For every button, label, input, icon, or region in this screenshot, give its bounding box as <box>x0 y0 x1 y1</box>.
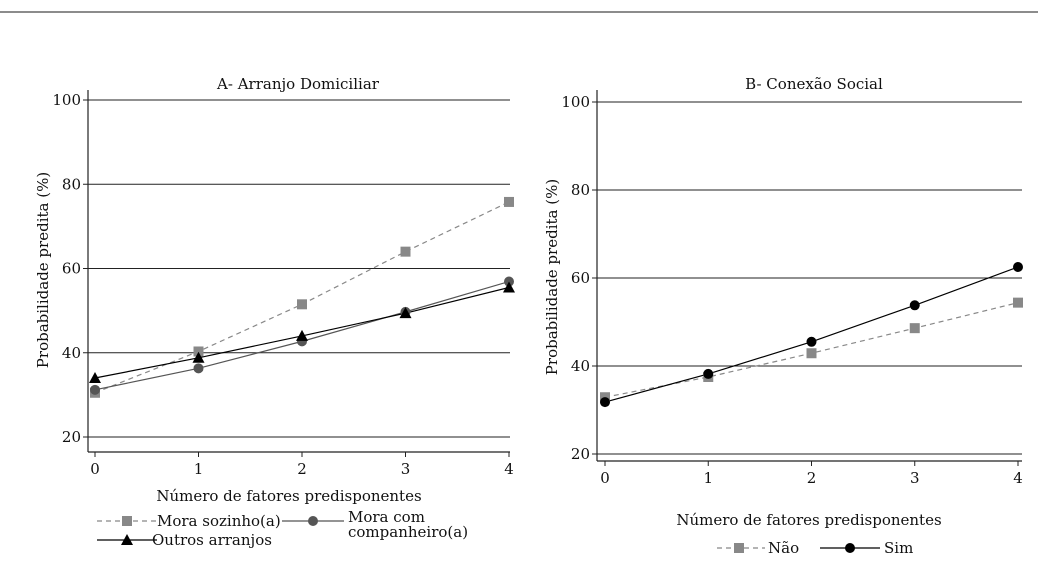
legend-swatch-triangle <box>121 534 133 545</box>
chart-title: A- Arranjo Domiciliar <box>216 75 380 93</box>
grid-lines <box>88 99 510 438</box>
data-point-s1-x4 <box>1013 262 1023 272</box>
data-point-s1-x3 <box>909 300 920 311</box>
legend-label: Mora sozinho(a) <box>157 512 281 530</box>
data-point-s1-x0 <box>90 384 100 395</box>
data-point-s1-x1 <box>193 363 204 374</box>
y-tick-label-20: 20 <box>62 428 81 446</box>
data-point-s0-x1 <box>193 346 204 357</box>
y-tick-label-60: 60 <box>571 269 590 287</box>
x-tick-label-3: 3 <box>910 469 920 487</box>
grid-lines <box>597 101 1022 455</box>
data-point-s2-x4 <box>503 281 515 293</box>
y-axis-label: Probabilidade predita (%) <box>34 172 52 368</box>
legend-label: Outros arranjos <box>152 531 272 549</box>
x-tick-label-4: 4 <box>1013 469 1023 487</box>
x-tick-label-2: 2 <box>807 469 817 487</box>
legend-swatch-circle <box>845 543 855 553</box>
legend-item-outros-arranjos: Outros arranjos <box>97 531 272 549</box>
x-tick-label-4: 4 <box>504 460 514 478</box>
y-tick-label-40: 40 <box>571 357 590 375</box>
x-tick-label-0: 0 <box>90 460 100 478</box>
legend-label: Mora com companheiro(a) <box>348 508 468 541</box>
data-point-s0-x2 <box>806 348 817 359</box>
legend-item-sim: Sim <box>820 539 913 557</box>
x-tick-labels: 0 1 2 3 4 <box>90 460 514 478</box>
y-axis-label-group: Probabilidade predita (%) <box>543 179 561 375</box>
axes <box>83 90 510 457</box>
legend-label: Sim <box>884 539 913 557</box>
data-point-s0-x2 <box>297 299 307 310</box>
y-axis-label-group: Probabilidade predita (%) <box>34 172 52 368</box>
legend-swatch-circle <box>308 516 318 526</box>
series-line-1 <box>604 266 1019 403</box>
x-tick-label-1: 1 <box>703 469 713 487</box>
x-tick-labels: 0 1 2 3 4 <box>600 469 1023 487</box>
x-tick-label-0: 0 <box>600 469 610 487</box>
x-axis-label: Número de fatores predisponentes <box>156 487 421 505</box>
panel-conexao-social: B- Conexão Social Probabilidade predita … <box>543 75 1023 557</box>
axes <box>592 90 1022 466</box>
data-point-s2-x2 <box>296 329 308 341</box>
series-line-0 <box>94 201 510 394</box>
legend: Não Sim <box>717 539 913 557</box>
legend-item-nao: Não <box>717 539 799 557</box>
data-point-s0-x3 <box>400 246 411 257</box>
y-tick-labels: 20 40 60 80 100 <box>52 91 81 446</box>
y-tick-label-100: 100 <box>561 93 590 111</box>
data-point-s1-x0 <box>600 397 610 408</box>
data-point-s2-x1 <box>192 351 205 363</box>
legend-label: Não <box>768 539 799 557</box>
y-tick-labels: 20 40 60 80 100 <box>561 93 590 463</box>
y-tick-label-60: 60 <box>62 260 81 278</box>
data-point-s0-x4 <box>1013 297 1023 308</box>
legend-item-mora-sozinho: Mora sozinho(a) <box>97 512 281 530</box>
legend-swatch-square <box>122 516 132 526</box>
y-tick-label-80: 80 <box>571 181 590 199</box>
x-tick-label-1: 1 <box>194 460 204 478</box>
legend-swatch-square <box>734 543 744 553</box>
legend: Mora sozinho(a) Mora com companheiro(a) O… <box>97 508 468 549</box>
y-axis-label: Probabilidade predita (%) <box>543 179 561 375</box>
x-tick-label-2: 2 <box>297 460 307 478</box>
y-tick-label-100: 100 <box>52 91 81 109</box>
data-point-s2-x3 <box>399 307 412 319</box>
series-group <box>89 196 515 398</box>
chart-title: B- Conexão Social <box>745 75 883 93</box>
y-tick-label-40: 40 <box>62 344 81 362</box>
y-tick-label-80: 80 <box>62 175 81 193</box>
series-group <box>600 262 1023 408</box>
x-axis-label: Número de fatores predisponentes <box>676 511 941 529</box>
y-tick-label-20: 20 <box>571 445 590 463</box>
x-tick-label-3: 3 <box>401 460 411 478</box>
data-point-s0-x3 <box>909 323 920 334</box>
legend-item-mora-com-companheiro: Mora com companheiro(a) <box>282 508 468 541</box>
data-point-s2-x0 <box>89 372 101 384</box>
panel-arranjo-domiciliar: A- Arranjo Domiciliar Probabilidade pred… <box>34 75 515 549</box>
data-point-s1-x1 <box>703 368 714 379</box>
data-point-s1-x2 <box>806 336 817 347</box>
data-point-s0-x4 <box>504 196 514 207</box>
